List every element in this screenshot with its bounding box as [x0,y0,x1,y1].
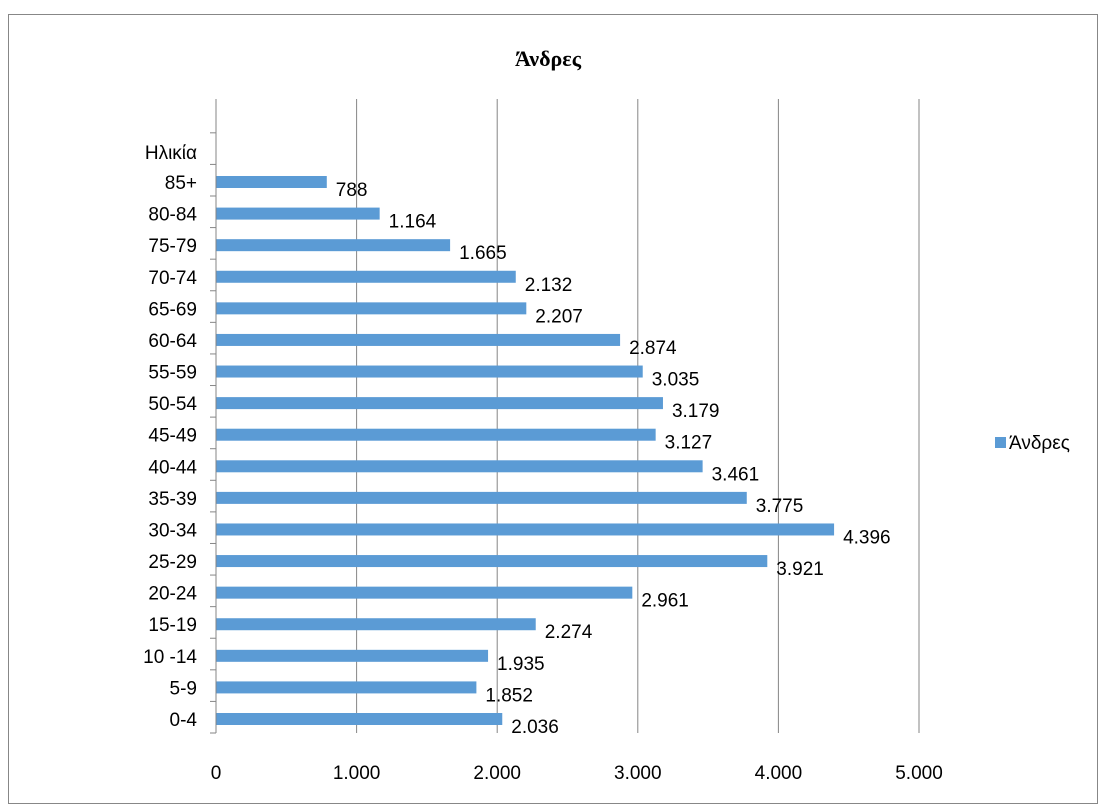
category-label: 40-44 [148,457,197,478]
bar [216,302,527,315]
category-label: 35-39 [148,489,197,510]
category-label: 30-34 [148,520,197,541]
x-tick-label: 2.000 [473,763,521,784]
data-label: 1.164 [389,212,437,233]
bar [216,428,656,441]
chart-title: Άνδρες [515,46,582,71]
data-label: 2.961 [641,591,689,612]
bar [216,618,536,631]
category-label: 25-29 [148,552,197,573]
x-tick-labels: 0 1.000 2.000 3.000 4.000 5.000 [211,763,943,784]
legend-label: Άνδρες [1009,433,1070,454]
category-label: 15-19 [148,615,197,636]
bar [216,491,747,504]
x-tick-label: 0 [211,763,222,784]
data-label: 2.874 [629,338,677,359]
category-label: 45-49 [148,426,197,447]
data-label: 3.775 [756,496,804,517]
data-label: 788 [336,180,368,201]
data-label: 3.127 [665,433,713,454]
category-label: 70-74 [148,268,197,289]
x-tick-label: 1.000 [333,763,381,784]
legend[interactable]: Άνδρες [995,433,1070,454]
data-label: 2.132 [525,275,573,296]
bar [216,239,451,252]
x-tick-label: 5.000 [895,763,943,784]
category-label: 0-4 [170,710,198,731]
category-label: 55-59 [148,363,197,384]
category-label: 65-69 [148,299,197,320]
category-labels: 0-4 5-9 10 -14 15-19 20-24 25-29 30-34 35-39 40-… [143,173,197,731]
y-axis-title: Ηλικία [145,143,197,164]
bar-chart: Άνδρες 0-4 5-9 10 -14 15-19 20-24 25-29 30-34 3… [143,46,1070,784]
data-label: 4.396 [843,527,891,548]
data-label: 3.179 [672,401,720,422]
category-label: 20-24 [148,584,197,605]
data-label: 3.921 [776,559,824,580]
data-label: 1.665 [459,243,507,264]
x-tick-label: 3.000 [614,763,662,784]
chart-frame: Άνδρες 0-4 5-9 10 -14 15-19 20-24 25-29 30-34 3… [8,14,1098,804]
category-label: 5-9 [170,678,197,699]
data-label: 2.036 [511,717,559,738]
category-label: 75-79 [148,236,197,257]
category-label: 10 -14 [143,647,197,668]
bar [216,176,327,188]
bar [216,523,835,536]
bar [216,270,516,283]
bar [216,365,643,378]
data-label: 2.207 [535,306,583,327]
bar [216,397,663,410]
data-label: 1.852 [485,685,533,706]
x-tick-label: 4.000 [755,763,803,784]
bar [216,586,633,599]
category-label: 50-54 [148,394,197,415]
bar [216,555,768,568]
data-label: 3.035 [652,370,700,391]
category-label: 80-84 [148,205,197,226]
bar [216,460,703,473]
category-label: 60-64 [148,331,197,352]
legend-swatch [995,437,1006,448]
bar [216,681,477,694]
data-label: 2.274 [545,622,593,643]
bar [216,649,489,662]
bar [216,713,503,725]
bar [216,207,380,220]
bars [216,176,835,725]
data-label: 1.935 [497,654,545,675]
data-label: 3.461 [712,464,760,485]
category-label: 85+ [165,173,197,194]
bar [216,333,621,346]
